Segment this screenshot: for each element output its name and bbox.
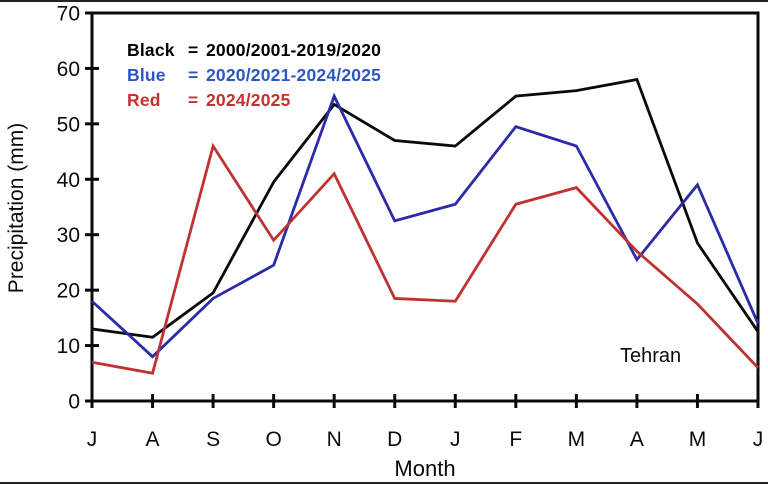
legend-series-name-black: Black — [127, 40, 175, 60]
x-axis-title: Month — [394, 456, 456, 481]
series-line-red — [91, 142, 760, 375]
y-tick-label: 0 — [68, 391, 80, 414]
legend-series-label-black: 2000/2001-2019/2020 — [206, 40, 382, 60]
legend: Black = 2000/2001-2019/2020 Blue = 2020/… — [127, 39, 381, 114]
x-tick-label: J — [450, 428, 461, 451]
series-line-blue — [91, 92, 760, 359]
y-tick-label: 50 — [57, 113, 80, 136]
plot-frame — [90, 11, 760, 403]
legend-equals-red: = — [188, 90, 199, 110]
y-tick-label: 10 — [57, 335, 80, 358]
legend-series-label-blue: 2020/2021-2024/2025 — [206, 65, 382, 85]
x-tick-label: D — [387, 428, 402, 451]
series-line-black — [91, 77, 760, 339]
legend-row-red: Red = 2024/2025 — [127, 89, 381, 114]
legend-equals-black: = — [188, 40, 199, 60]
x-tick-label: M — [568, 428, 586, 451]
y-axis-title: Precipitation (mm) — [5, 122, 28, 294]
y-tick-label: 40 — [57, 169, 80, 192]
y-tick-label: 30 — [57, 224, 80, 247]
y-tick-label: 60 — [57, 58, 80, 81]
legend-row-black: Black = 2000/2001-2019/2020 — [127, 39, 381, 64]
y-tick-label: 20 — [57, 280, 80, 303]
legend-series-name-red: Red — [127, 90, 161, 110]
legend-series-name-blue: Blue — [127, 65, 166, 85]
legend-series-label-red: 2024/2025 — [206, 90, 291, 110]
x-tick-label: F — [509, 428, 522, 451]
x-tick-label: S — [206, 428, 220, 451]
x-tick-label: M — [689, 428, 707, 451]
x-tick-label: J — [87, 428, 98, 451]
y-tick-label: 70 — [57, 3, 80, 26]
legend-equals-blue: = — [188, 65, 199, 85]
legend-row-blue: Blue = 2020/2021-2024/2025 — [127, 64, 381, 89]
x-tick-label: N — [327, 428, 342, 451]
city-annotation: Tehran — [620, 345, 682, 367]
x-tick-label: A — [630, 428, 644, 451]
x-tick-label: O — [265, 428, 281, 451]
x-tick-label: A — [146, 428, 160, 451]
x-tick-label: J — [753, 428, 764, 451]
